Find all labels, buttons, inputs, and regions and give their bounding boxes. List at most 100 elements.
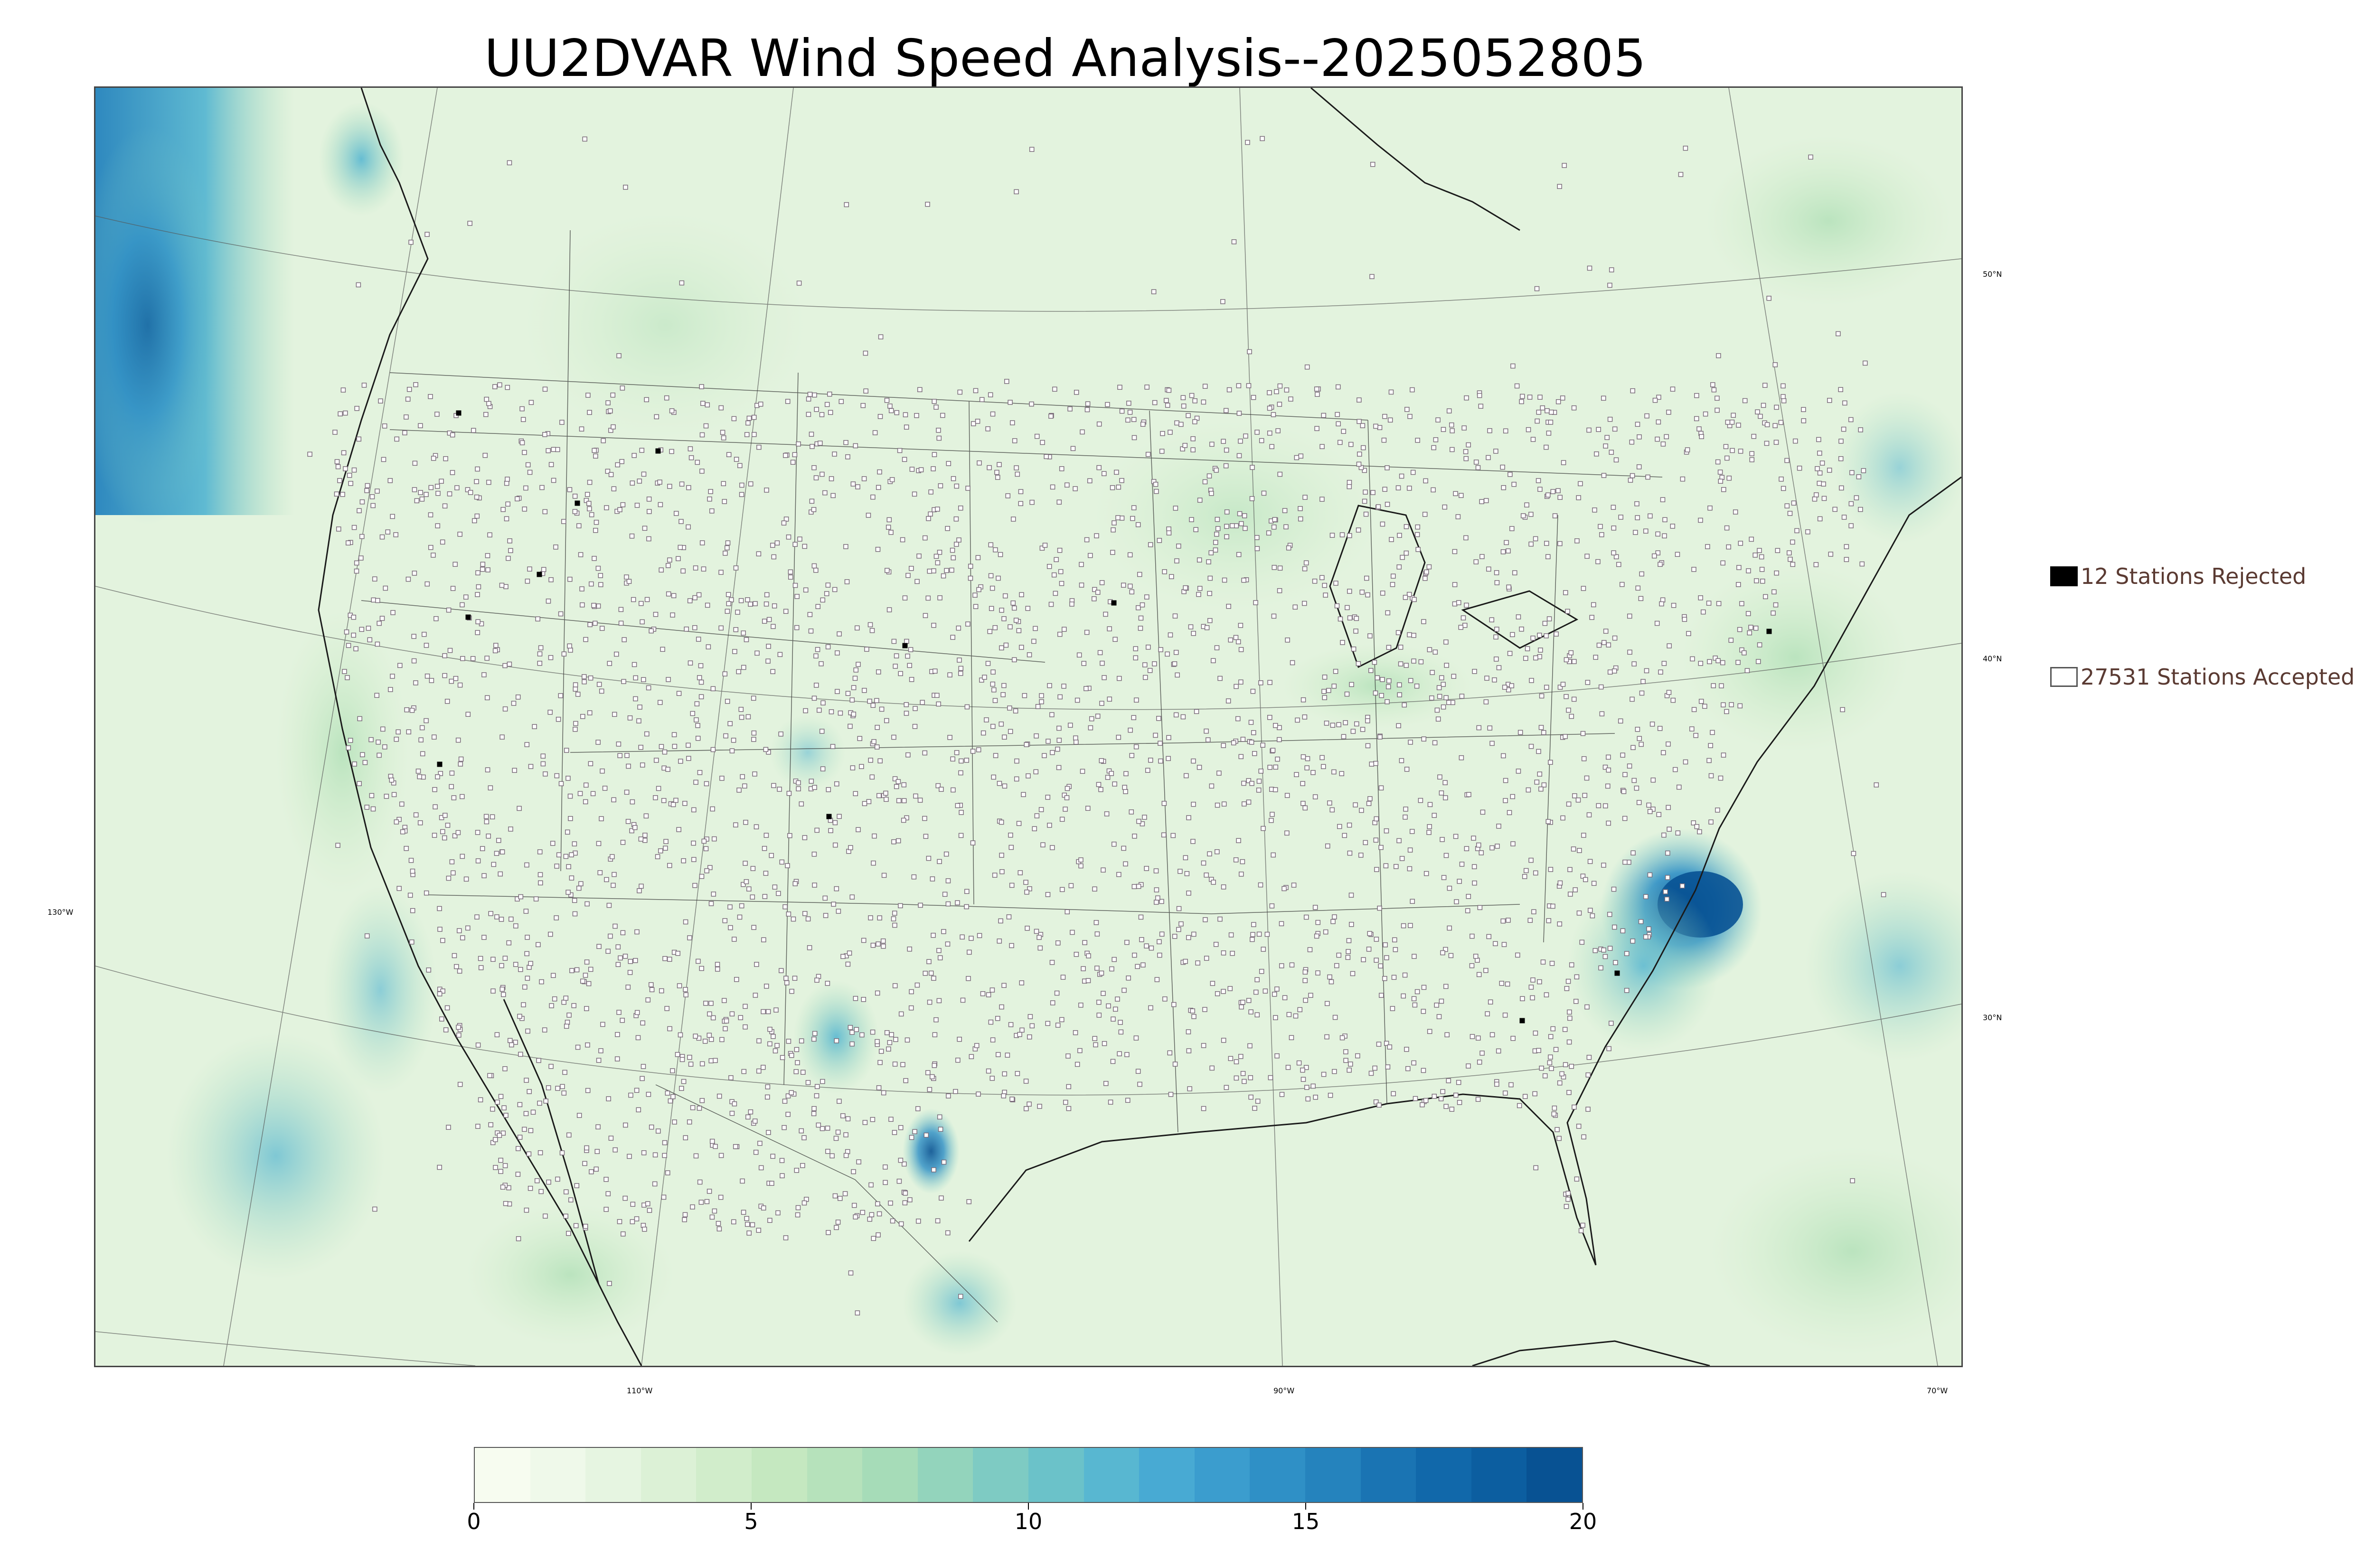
station-marker <box>1231 239 1237 244</box>
station-marker <box>1382 413 1387 419</box>
station-marker <box>1394 864 1399 869</box>
station-marker <box>517 1135 523 1140</box>
station-marker <box>493 643 499 648</box>
station-marker <box>853 667 859 673</box>
station-marker <box>1059 466 1065 471</box>
station-marker <box>414 498 420 504</box>
station-marker <box>1312 578 1318 584</box>
station-marker <box>1874 782 1879 788</box>
station-marker <box>1710 730 1715 735</box>
station-marker <box>895 779 901 784</box>
station-marker <box>1613 457 1619 463</box>
station-marker <box>851 1169 856 1174</box>
station-marker <box>1682 617 1687 622</box>
station-marker <box>667 484 672 489</box>
station-marker <box>640 619 645 625</box>
station-marker <box>1055 746 1060 752</box>
station-marker <box>892 1130 897 1135</box>
station-marker <box>1538 725 1544 730</box>
station-marker <box>1821 496 1827 501</box>
station-marker <box>950 756 955 762</box>
station-marker <box>1742 398 1748 404</box>
station-marker <box>1062 627 1067 632</box>
station-marker <box>1437 774 1442 780</box>
station-marker <box>1560 682 1566 687</box>
station-marker <box>980 730 986 736</box>
station-marker <box>509 1042 514 1048</box>
station-marker <box>881 943 886 949</box>
station-marker <box>806 412 811 417</box>
station-marker <box>1426 564 1432 570</box>
station-marker <box>1772 362 1778 367</box>
station-marker <box>1176 906 1182 911</box>
station-marker <box>1266 530 1272 535</box>
station-marker <box>1065 482 1070 488</box>
station-marker <box>594 519 599 525</box>
station-marker <box>1755 409 1760 414</box>
station-marker <box>816 1122 821 1128</box>
station-marker <box>431 456 436 461</box>
station-marker <box>455 830 461 836</box>
station-marker <box>563 995 569 1001</box>
station-marker <box>822 895 828 901</box>
station-marker <box>670 802 676 807</box>
station-marker <box>1138 626 1143 631</box>
station-marker <box>539 485 545 490</box>
station-marker <box>1421 1068 1426 1073</box>
station-marker <box>1012 657 1017 663</box>
station-marker <box>779 968 784 973</box>
station-marker <box>1178 869 1183 874</box>
station-marker <box>987 465 992 470</box>
station-marker <box>480 566 485 572</box>
station-marker <box>707 865 713 870</box>
station-marker <box>1117 676 1122 681</box>
station-marker <box>1124 1052 1130 1057</box>
station-marker <box>625 819 631 824</box>
station-marker <box>390 610 396 615</box>
station-marker <box>1719 683 1724 688</box>
station-marker <box>1338 616 1343 622</box>
station-marker <box>1487 428 1492 433</box>
station-marker <box>508 548 513 554</box>
station-marker <box>1131 884 1137 889</box>
station-marker <box>428 485 434 490</box>
station-marker <box>1403 814 1408 820</box>
station-marker <box>1312 905 1318 910</box>
station-marker <box>518 1052 523 1057</box>
station-marker <box>516 1236 521 1241</box>
station-marker <box>1234 684 1239 689</box>
station-marker <box>1347 479 1352 485</box>
station-marker <box>1211 658 1216 663</box>
station-marker <box>896 1178 902 1184</box>
station-marker <box>1250 465 1255 470</box>
station-marker <box>1209 441 1215 447</box>
station-marker <box>1666 805 1671 810</box>
station-marker <box>1046 563 1052 569</box>
station-marker <box>390 674 395 679</box>
station-marker <box>809 779 814 784</box>
station-marker <box>1376 1042 1382 1047</box>
station-marker <box>743 819 748 825</box>
station-marker <box>639 448 645 453</box>
station-marker <box>1534 779 1540 785</box>
map-panel[interactable] <box>94 86 1963 1367</box>
station-marker <box>599 816 604 821</box>
station-marker <box>1217 676 1223 681</box>
station-marker <box>1708 743 1713 748</box>
station-marker <box>779 859 785 865</box>
station-marker <box>492 648 498 654</box>
station-marker <box>1191 1014 1196 1019</box>
station-marker <box>1441 875 1447 880</box>
station-marker <box>740 1178 745 1184</box>
station-marker <box>1774 404 1779 410</box>
station-marker <box>1385 684 1391 689</box>
station-marker <box>419 497 425 502</box>
station-marker <box>1374 958 1379 963</box>
station-marker <box>552 996 557 1002</box>
station-marker <box>1562 1027 1568 1032</box>
station-marker <box>1784 458 1790 463</box>
station-marker <box>1210 981 1215 986</box>
station-marker <box>1403 595 1408 600</box>
station-marker <box>1123 861 1128 867</box>
station-marker <box>1015 471 1020 477</box>
